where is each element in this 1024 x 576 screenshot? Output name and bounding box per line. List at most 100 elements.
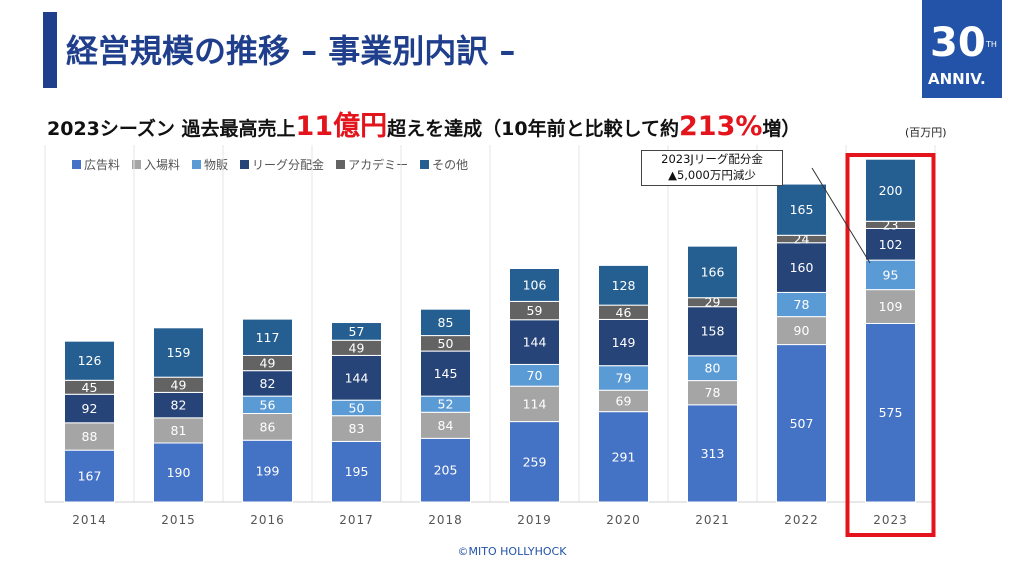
bar-segment (420, 437, 471, 503)
data-label: 259 (523, 454, 547, 469)
subtitle-part3: 増） (762, 118, 801, 140)
data-label: 166 (701, 264, 725, 279)
data-label: 57 (349, 324, 365, 339)
bar-segment (242, 439, 293, 503)
data-label: 52 (438, 397, 454, 412)
bar-segment (598, 264, 649, 306)
bar-segment (687, 404, 738, 503)
data-label: 313 (701, 446, 725, 461)
data-label: 205 (434, 463, 458, 478)
data-label: 56 (260, 397, 276, 412)
bar-segment (865, 322, 916, 503)
bar-segment (776, 242, 827, 293)
data-label: 144 (523, 335, 547, 350)
data-label: 160 (790, 260, 814, 275)
data-label: 158 (701, 324, 725, 339)
bar-segment (776, 291, 827, 318)
bar-segment (242, 370, 293, 397)
data-label: 144 (345, 370, 369, 385)
legend-swatch (192, 160, 202, 169)
legend-swatch (240, 160, 250, 169)
bar-segment (687, 245, 738, 299)
data-label: 165 (790, 202, 814, 217)
data-label: 69 (616, 393, 632, 408)
legend-swatch (420, 160, 430, 169)
bar-segment (331, 354, 382, 401)
x-tick-label: 2021 (695, 513, 730, 527)
annotation-pointer (811, 167, 871, 264)
data-label: 50 (438, 336, 454, 351)
data-label: 81 (171, 423, 187, 438)
data-label: 45 (82, 380, 98, 395)
bar-segment (865, 289, 916, 324)
data-label: 88 (82, 429, 98, 444)
subtitle: 2023シーズン 過去最高売上11億円超えを達成（10年前と比較して約213%増… (47, 104, 800, 143)
legend-label: 入場料 (144, 158, 181, 172)
data-label: 167 (78, 469, 102, 484)
legend-item: 入場料 (132, 156, 180, 173)
bar-segment (865, 259, 916, 291)
data-label: 50 (349, 400, 365, 415)
legend-item: リーグ分配金 (240, 156, 324, 173)
legend-swatch (132, 160, 142, 169)
x-tick-label: 2015 (161, 513, 196, 527)
bar-segment (509, 421, 560, 503)
bar-segment (153, 327, 204, 378)
bar-segment (509, 268, 560, 302)
logo-text: ANNIV. (928, 70, 986, 88)
subtitle-part1: 2023シーズン 過去最高売上 (47, 118, 296, 140)
data-label: 83 (349, 421, 365, 436)
data-label: 106 (523, 277, 547, 292)
x-tick-label: 2019 (517, 513, 552, 527)
bar-segment (331, 415, 382, 442)
x-tick-label: 2018 (428, 513, 463, 527)
data-label: 200 (879, 183, 903, 198)
data-label: 92 (82, 401, 98, 416)
bar-segment (598, 365, 649, 391)
bar-segment (242, 318, 293, 356)
annotation-line2: ▲5,000万円減少 (668, 168, 756, 182)
bar-segment (153, 442, 204, 503)
data-label: 159 (167, 345, 191, 360)
data-label: 291 (612, 449, 636, 464)
annotation-line1: 2023Jリーグ配分金 (661, 152, 763, 166)
bar-segment (331, 322, 382, 341)
data-label: 80 (705, 361, 721, 376)
data-label: 46 (616, 305, 632, 320)
data-label: 49 (171, 377, 187, 392)
bar-segment (509, 385, 560, 423)
unit-label: (百万円) (905, 126, 947, 139)
bar-segment (687, 355, 738, 382)
data-label: 90 (794, 323, 810, 338)
data-label: 507 (790, 416, 814, 431)
legend-item: 広告料 (72, 156, 120, 173)
bar-segment (64, 449, 115, 503)
x-tick-label: 2022 (784, 513, 819, 527)
legend-label: その他 (432, 158, 469, 172)
bar-segment (776, 316, 827, 346)
subtitle-highlight-revenue: 11億円 (295, 111, 388, 142)
chart-legend: 広告料 入場料 物販 リーグ分配金 アカデミー その他 (72, 156, 468, 173)
title-accent-bar (43, 12, 57, 88)
data-label: 109 (879, 299, 903, 314)
data-label: 95 (883, 267, 899, 282)
data-label: 102 (879, 237, 903, 252)
bar-segment (776, 183, 827, 236)
highlight-frame (845, 153, 936, 537)
copyright-footer: ©MITO HOLLYHOCK (457, 545, 567, 558)
x-tick-label: 2023 (873, 513, 908, 527)
data-label: 59 (527, 303, 543, 318)
anniversary-logo: 30 TH ANNIV. (922, 0, 1002, 98)
data-label: 128 (612, 278, 636, 293)
page-title: 経営規模の推移 – 事業別内訳 – (66, 32, 516, 70)
legend-label: アカデミー (348, 158, 409, 172)
bar-segment (331, 440, 382, 503)
subtitle-part2: 超えを達成（10年前と比較して約 (387, 118, 679, 140)
data-label: 29 (705, 295, 721, 310)
bar-segment (64, 393, 115, 424)
data-label: 85 (438, 315, 454, 330)
legend-item: 物販 (192, 156, 228, 173)
data-label: 199 (256, 464, 280, 479)
annotation-box: 2023Jリーグ配分金 ▲5,000万円減少 (641, 150, 783, 186)
legend-item: アカデミー (336, 156, 408, 173)
